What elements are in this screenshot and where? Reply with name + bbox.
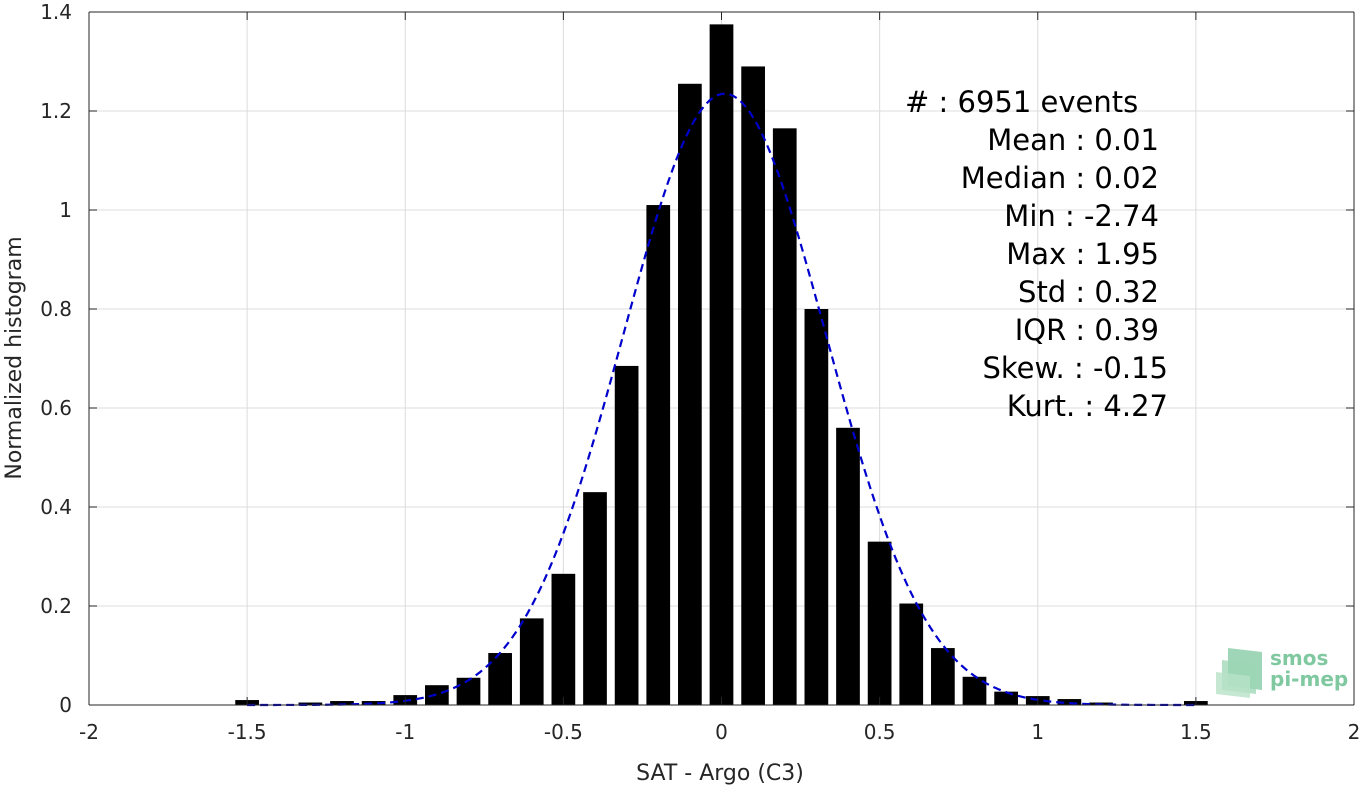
histogram-bar-25	[1057, 699, 1082, 705]
stats-min: Min : -2.74	[1004, 199, 1159, 233]
ticks-layer: -2 -1.5 -1 -0.5 0 0.5 1 1.5 2 0 0.2 0.4 0.6 0.8 1 1.2 1.…	[40, 0, 1360, 744]
stats-count: # : 6951 events	[905, 85, 1138, 119]
x-tick-label-6: 1	[1031, 720, 1044, 744]
histogram-bar-19	[867, 541, 892, 705]
histogram-bar-3	[361, 701, 386, 705]
histogram-bar-13	[678, 83, 702, 705]
y-axis-label: Normalized histogram	[2, 236, 27, 479]
x-tick-label-4: 0	[715, 720, 728, 744]
histogram-bar-22	[962, 676, 987, 705]
histogram-bar-23	[994, 691, 1018, 705]
y-tick-label-1: 0.2	[40, 594, 72, 618]
bars-layer	[235, 24, 1208, 706]
histogram-bar-15	[741, 66, 765, 705]
histogram-bar-6	[456, 677, 481, 705]
histogram-bar-5	[425, 685, 449, 705]
y-tick-label-3: 0.6	[40, 396, 72, 420]
y-tick-label-2: 0.4	[40, 495, 72, 519]
histogram-bar-16	[772, 128, 797, 705]
histogram-bar-20	[899, 603, 924, 705]
histogram-bar-9	[551, 573, 576, 705]
histogram-bar-12	[646, 205, 671, 706]
stats-iqr: IQR : 0.39	[1015, 313, 1159, 347]
x-tick-label-7: 1.5	[1180, 720, 1212, 744]
histogram-bar-17	[804, 309, 829, 705]
y-tick-label-7: 1.4	[40, 0, 72, 24]
x-tick-label-5: 0.5	[864, 720, 896, 744]
y-tick-label-4: 0.8	[40, 297, 72, 321]
logo-wave-front	[1216, 672, 1250, 698]
stats-mean: Mean : 0.01	[987, 123, 1159, 157]
x-axis-label: SAT - Argo (C3)	[636, 761, 804, 786]
histogram-bar-2	[330, 701, 354, 705]
histogram-bar-21	[931, 648, 955, 705]
y-tick-label-5: 1	[59, 198, 72, 222]
x-tick-label-2: -1	[395, 720, 415, 744]
x-tick-label-3: -0.5	[544, 720, 583, 744]
x-tick-label-0: -2	[79, 720, 99, 744]
x-tick-label-1: -1.5	[228, 720, 267, 744]
histogram-bar-8	[519, 618, 544, 705]
stats-median: Median : 0.02	[961, 161, 1159, 195]
logo-text-smos: smos	[1270, 646, 1328, 670]
histogram-bar-10	[583, 492, 607, 705]
histogram-bar-1	[298, 702, 323, 705]
smos-pi-mep-logo: smos pi-mep	[1216, 646, 1348, 698]
stats-std: Std : 0.32	[1018, 275, 1159, 309]
stats-skew: Skew. : -0.15	[982, 351, 1168, 385]
stats-box: # : 6951 events Mean : 0.01 Median : 0.0…	[905, 85, 1168, 423]
y-tick-label-0: 0	[59, 693, 72, 717]
histogram-bar-7	[488, 653, 512, 705]
histogram-bar-11	[614, 365, 639, 705]
logo-text-pimep: pi-mep	[1270, 667, 1348, 691]
y-tick-label-6: 1.2	[40, 99, 72, 123]
stats-kurt: Kurt. : 4.27	[1007, 389, 1168, 423]
histogram-bar-18	[836, 427, 860, 705]
stats-max: Max : 1.95	[1006, 237, 1159, 271]
histogram-bar-14	[709, 24, 734, 705]
x-tick-label-8: 2	[1348, 720, 1361, 744]
